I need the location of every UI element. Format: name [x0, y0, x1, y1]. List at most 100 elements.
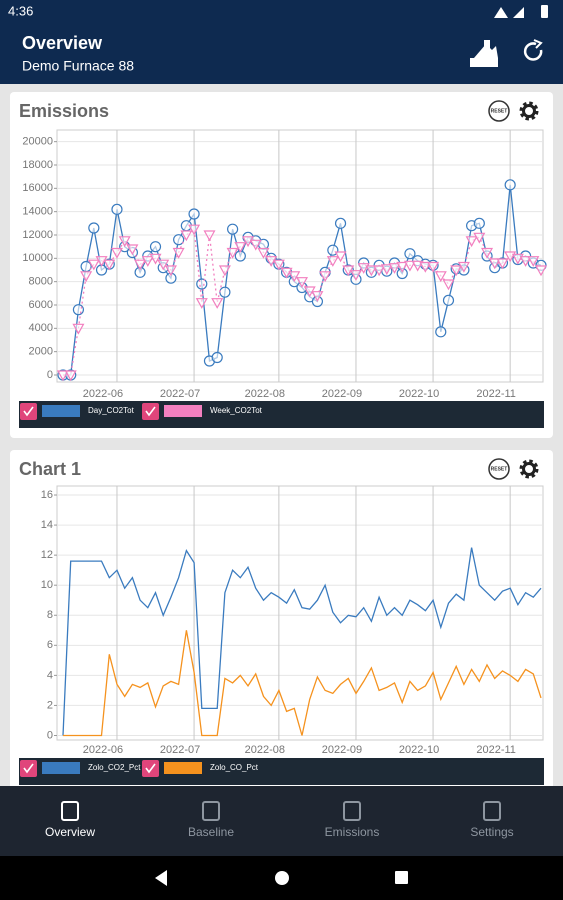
status-time: 4:36: [8, 3, 33, 18]
marker: [481, 247, 494, 259]
marker: [195, 298, 208, 309]
legend: [19, 401, 544, 428]
legend-swatch: [164, 405, 202, 417]
y-tick-label: 4000: [29, 322, 53, 334]
marker: [311, 291, 324, 302]
y-tick-label: 6000: [29, 299, 53, 311]
marker: [265, 256, 278, 267]
legend-label: Day_CO2Tot: [88, 406, 135, 415]
legend-checkbox[interactable]: [142, 403, 159, 420]
y-tick-label: 12000: [22, 229, 53, 241]
marker: [118, 236, 131, 248]
y-tick-label: 8: [47, 609, 53, 621]
y-tick-label: 14: [41, 519, 53, 531]
chart: Chart 1 RESET 0 2 4 6 8 10 12 14 16 2022-06 2022-07 2…: [19, 458, 544, 785]
marker: [95, 256, 108, 267]
marker: [219, 286, 231, 298]
marker: [172, 247, 185, 259]
marker: [80, 260, 92, 273]
marker: [465, 236, 478, 248]
legend-swatch: [164, 762, 202, 774]
y-tick-label: 14000: [22, 206, 53, 218]
marker: [211, 351, 223, 364]
marker: [180, 230, 193, 242]
legend-check: [23, 763, 34, 774]
y-tick-label: 8000: [29, 276, 53, 288]
app-title: Overview: [22, 33, 103, 53]
marker: [496, 258, 509, 270]
reset-label: RESET: [491, 108, 508, 114]
reset-icon[interactable]: [488, 458, 510, 480]
marker: [326, 256, 339, 267]
marker: [272, 259, 285, 271]
recents-button[interactable]: [395, 871, 408, 884]
legend-checkbox[interactable]: [20, 403, 37, 420]
reset-icon[interactable]: [488, 100, 510, 122]
marker: [234, 242, 247, 253]
furnace-icon[interactable]: [470, 40, 498, 67]
marker: [72, 304, 85, 316]
plot-area: [56, 485, 544, 741]
marker: [319, 271, 332, 283]
marker: [288, 271, 301, 283]
x-tick-label: 2022-06: [83, 744, 123, 756]
nav-label[interactable]: Baseline: [188, 825, 234, 839]
nav-icon[interactable]: [343, 801, 361, 821]
marker: [473, 232, 486, 244]
marker: [435, 326, 447, 338]
marker: [488, 258, 501, 270]
marker: [334, 251, 347, 263]
marker: [149, 253, 162, 265]
x-tick-label: 2022-07: [160, 388, 200, 400]
nav-label[interactable]: Emissions: [325, 825, 380, 839]
plot-area: [56, 129, 544, 383]
marker: [103, 259, 116, 271]
marker: [218, 265, 231, 277]
legend-swatch: [42, 405, 80, 417]
x-tick-label: 2022-08: [245, 744, 285, 756]
reset-label: RESET: [491, 466, 508, 472]
y-tick-label: 6: [47, 639, 53, 651]
legend-checkbox[interactable]: [142, 760, 159, 777]
nav-icon[interactable]: [202, 801, 220, 821]
marker: [380, 264, 393, 276]
status-icons: [494, 5, 548, 18]
y-tick-label: 12: [41, 549, 53, 561]
marker: [280, 267, 293, 279]
marker: [403, 260, 416, 272]
nav-label[interactable]: Overview: [45, 825, 95, 839]
back-button[interactable]: [155, 870, 167, 886]
marker: [164, 265, 177, 277]
marker: [457, 261, 470, 273]
marker: [126, 244, 139, 256]
x-tick-label: 2022-09: [322, 388, 362, 400]
marker: [388, 263, 401, 274]
x-tick-label: 2022-09: [322, 744, 362, 756]
legend: [19, 758, 544, 785]
series-line: [62, 547, 542, 736]
home-button[interactable]: [275, 871, 289, 885]
marker: [87, 259, 100, 271]
marker: [534, 265, 548, 277]
y-tick-label: 16: [41, 489, 53, 501]
refresh-icon[interactable]: [523, 39, 543, 61]
marker: [111, 203, 123, 215]
x-tick-label: 2022-11: [476, 744, 516, 756]
nav-icon[interactable]: [61, 801, 79, 821]
marker: [72, 323, 85, 335]
series-line: [63, 630, 542, 737]
marker: [419, 261, 432, 273]
legend-checkbox[interactable]: [20, 760, 37, 777]
y-tick-label: 16000: [22, 182, 53, 194]
nav-icon[interactable]: [483, 801, 501, 821]
legend-check: [145, 763, 156, 774]
y-tick-label: 20000: [22, 136, 53, 148]
settings-icon-hub: [522, 462, 536, 476]
marker: [157, 259, 170, 271]
legend-label: Zolo_CO_Pct: [210, 763, 259, 772]
nav-label[interactable]: Settings: [470, 825, 513, 839]
settings-icon-hub: [522, 104, 536, 118]
chart: Emissions RESET 0 2000 4000 6000 8000 10000 1200…: [19, 100, 548, 428]
marker: [295, 277, 309, 288]
